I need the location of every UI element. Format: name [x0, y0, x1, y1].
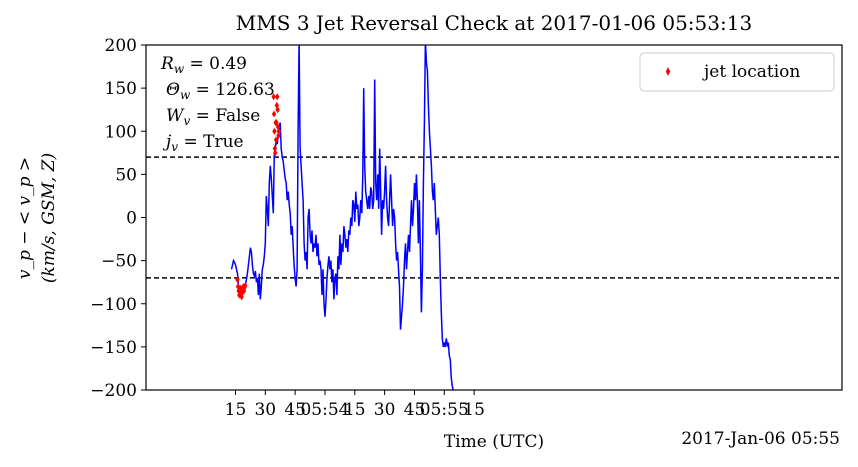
chart-title: MMS 3 Jet Reversal Check at 2017-01-06 0… — [236, 11, 752, 35]
jet-marker-23 — [275, 93, 280, 101]
x-tick-label-4: 15 — [344, 400, 366, 420]
y-axis-label-line2: (km/s, GSM, Z) — [39, 153, 59, 283]
annotation-W_v: Wv = False — [166, 106, 260, 128]
legend-marker-diamond — [665, 67, 671, 76]
legend-box — [639, 52, 835, 92]
jet-marker-8 — [240, 289, 245, 297]
x-tick-label-7: 05:55 — [420, 400, 469, 420]
jet-marker-20 — [273, 136, 279, 144]
annotation-j_v: jv = True — [162, 132, 244, 154]
x-tick-label-5: 30 — [374, 400, 396, 420]
series-line-vp — [230, 45, 454, 390]
jet-marker-27 — [276, 127, 282, 135]
annotation-Θ_w: Θw = 126.63 — [166, 80, 275, 102]
y-tick-label-0: 200 — [105, 36, 137, 56]
annotation-R_w: Rw = 0.49 — [160, 54, 247, 76]
jet-marker-0 — [235, 276, 240, 284]
x-tick-label-3: 05:54 — [300, 400, 349, 420]
y-tick-label-1: 150 — [105, 79, 137, 99]
x-tick-label-6: 45 — [404, 400, 426, 420]
jet-marker-18 — [273, 149, 278, 157]
x-offset-label: 2017-Jan-06 05:55 — [681, 429, 840, 449]
jet-marker-14 — [271, 93, 276, 101]
y-tick-label-6: −100 — [90, 295, 137, 315]
x-tick-label-1: 30 — [254, 400, 276, 420]
legend: jet location — [639, 52, 835, 92]
x-tick-label-2: 45 — [284, 400, 306, 420]
jet-marker-24 — [275, 106, 280, 114]
y-axis-label-line1: v_p − < v_p > — [15, 157, 35, 279]
jet-marker-26 — [276, 132, 281, 140]
x-tick-label-8: 15 — [463, 400, 485, 420]
y-tick-label-4: 0 — [126, 209, 137, 229]
y-tick-label-5: −50 — [101, 252, 137, 272]
legend-label-jet-location: jet location — [702, 62, 800, 82]
x-tick-label-0: 15 — [225, 400, 247, 420]
jet-marker-17 — [272, 145, 278, 152]
jet-marker-16 — [272, 127, 277, 135]
x-axis-label: Time (UTC) — [444, 432, 544, 452]
jet-marker-13 — [243, 282, 248, 290]
y-tick-label-8: −200 — [90, 381, 137, 401]
y-tick-label-3: 50 — [115, 165, 137, 185]
y-tick-label-2: 100 — [105, 122, 137, 142]
y-tick-label-7: −150 — [90, 338, 137, 358]
jet-marker-15 — [271, 110, 277, 118]
